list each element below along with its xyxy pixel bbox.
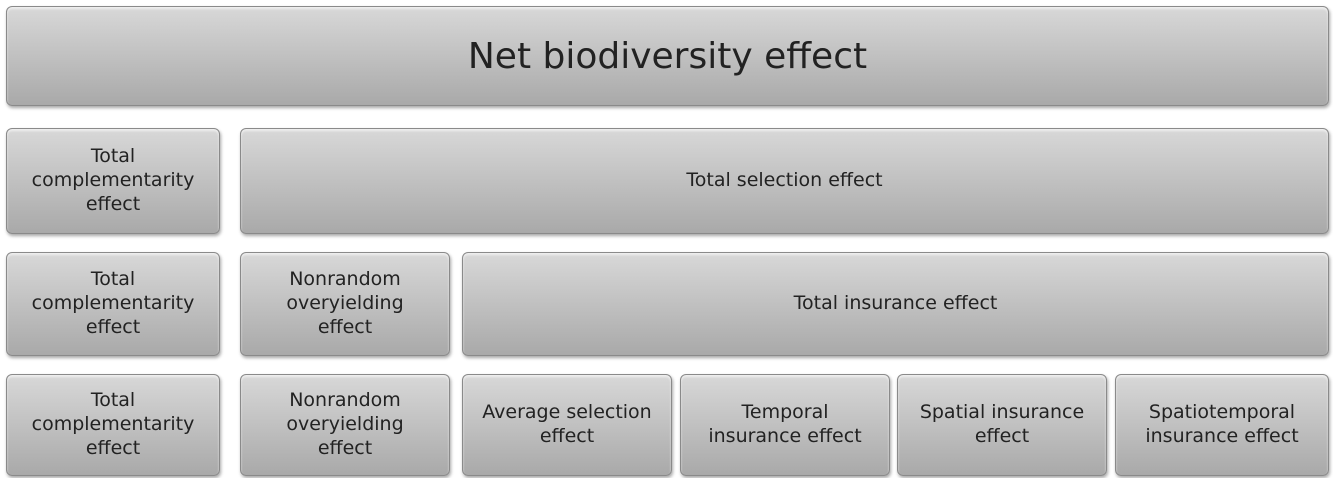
effect-box: Net biodiversity effect: [6, 6, 1329, 106]
box-label: Nonrandom overyielding effect: [286, 268, 404, 338]
box-label: Temporal insurance effect: [708, 401, 862, 447]
effect-box: Spatial insurance effect: [897, 374, 1107, 476]
box-label: Average selection effect: [482, 401, 652, 447]
effect-box: Average selection effect: [462, 374, 672, 476]
effect-box: Total complementarity effect: [6, 374, 220, 476]
effect-box: Temporal insurance effect: [680, 374, 890, 476]
effect-box: Nonrandom overyielding effect: [240, 252, 450, 356]
box-label: Total complementarity effect: [31, 268, 195, 338]
box-label: Nonrandom overyielding effect: [286, 389, 404, 459]
box-label: Net biodiversity effect: [467, 35, 868, 77]
effect-box: Nonrandom overyielding effect: [240, 374, 450, 476]
box-label: Total complementarity effect: [31, 145, 195, 215]
box-label: Total complementarity effect: [31, 389, 195, 459]
box-label: Spatiotemporal insurance effect: [1145, 401, 1299, 447]
effect-box: Total insurance effect: [462, 252, 1329, 356]
effect-box: Total complementarity effect: [6, 128, 220, 234]
effect-box: Total complementarity effect: [6, 252, 220, 356]
box-label: Spatial insurance effect: [919, 401, 1085, 447]
box-label: Total selection effect: [686, 169, 883, 192]
effect-box: Total selection effect: [240, 128, 1329, 234]
effect-box: Spatiotemporal insurance effect: [1115, 374, 1329, 476]
box-label: Total insurance effect: [793, 292, 998, 315]
